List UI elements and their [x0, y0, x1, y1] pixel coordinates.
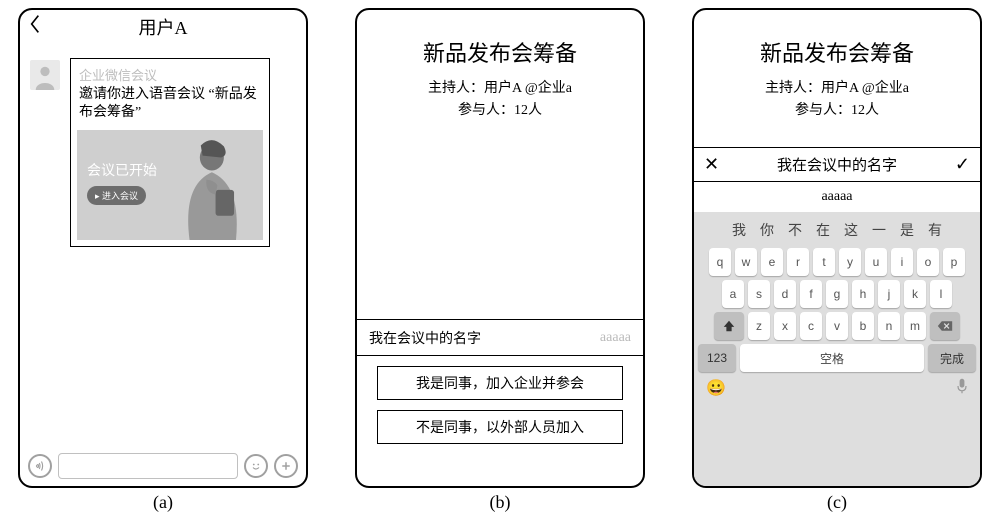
panel-b-label: (b) — [490, 492, 511, 513]
keyboard-footer: 😀 — [698, 376, 976, 400]
name-input-row[interactable]: 我在会议中的名字 aaaaa — [357, 320, 643, 356]
key-p[interactable]: p — [943, 248, 965, 276]
chat-title: 用户A — [139, 14, 188, 40]
emoji-icon[interactable]: 😀 — [706, 378, 726, 398]
candidate[interactable]: 有 — [928, 220, 942, 240]
meeting-title: 新品发布会筹备 — [702, 36, 972, 68]
candidate[interactable]: 你 — [760, 220, 774, 240]
keyboard-row-2: a s d f g h j k l — [698, 280, 976, 308]
chat-body: 企业微信会议 邀请你进入语音会议 “新品发布会筹备” 会议已开始 ▸ 进入会议 — [20, 44, 306, 446]
key-d[interactable]: d — [774, 280, 796, 308]
backspace-key[interactable] — [930, 312, 960, 340]
illustration-person-icon — [173, 139, 247, 241]
message-card[interactable]: 企业微信会议 邀请你进入语音会议 “新品发布会筹备” 会议已开始 ▸ 进入会议 — [70, 58, 270, 247]
meeting-info: 新品发布会筹备 主持人：用户A @企业a 参与人：12人 — [357, 10, 643, 320]
key-123[interactable]: 123 — [698, 344, 736, 372]
option-external-button[interactable]: 不是同事，以外部人员加入 — [377, 410, 623, 444]
meeting-title: 新品发布会筹备 — [365, 36, 635, 68]
space-key[interactable]: 空格 — [740, 344, 924, 372]
name-input-value[interactable]: aaaaa — [694, 182, 980, 212]
candidate[interactable]: 是 — [900, 220, 914, 240]
panel-a-phone: 用户A 企业微信会议 邀请你进入语音会议 “新品发布会筹备” 会议已开始 ▸ 进… — [18, 8, 308, 488]
panel-b-phone: 新品发布会筹备 主持人：用户A @企业a 参与人：12人 我在会议中的名字 aa… — [355, 8, 645, 488]
key-n[interactable]: n — [878, 312, 900, 340]
key-f[interactable]: f — [800, 280, 822, 308]
meeting-host: 主持人：用户A @企业a — [365, 78, 635, 100]
key-k[interactable]: k — [904, 280, 926, 308]
name-edit-title: 我在会议中的名字 — [777, 154, 897, 175]
check-icon[interactable]: ✓ — [955, 154, 970, 175]
name-field-value: aaaaa — [600, 330, 631, 346]
name-field-label: 我在会议中的名字 — [369, 328, 481, 348]
candidate-row: 我 你 不 在 这 一 是 有 — [698, 218, 976, 244]
meeting-preview-image: 会议已开始 ▸ 进入会议 — [77, 130, 263, 240]
key-q[interactable]: q — [709, 248, 731, 276]
close-icon[interactable]: ✕ — [704, 154, 719, 175]
meeting-status: 会议已开始 — [87, 160, 157, 180]
candidate[interactable]: 不 — [788, 220, 802, 240]
option-colleague-button[interactable]: 我是同事，加入企业并参会 — [377, 366, 623, 400]
key-z[interactable]: z — [748, 312, 770, 340]
keyboard-row-4: 123 空格 完成 — [698, 344, 976, 372]
name-edit-bar: ✕ 我在会议中的名字 ✓ — [694, 148, 980, 182]
shift-key[interactable] — [714, 312, 744, 340]
key-u[interactable]: u — [865, 248, 887, 276]
candidate[interactable]: 一 — [872, 220, 886, 240]
chat-input[interactable] — [58, 453, 238, 479]
key-o[interactable]: o — [917, 248, 939, 276]
key-a[interactable]: a — [722, 280, 744, 308]
msg-text: 邀请你进入语音会议 “新品发布会筹备” — [79, 86, 261, 122]
plus-icon[interactable] — [274, 454, 298, 478]
key-v[interactable]: v — [826, 312, 848, 340]
keyboard-row-1: q w e r t y u i o p — [698, 248, 976, 276]
key-s[interactable]: s — [748, 280, 770, 308]
candidate[interactable]: 这 — [844, 220, 858, 240]
person-icon — [33, 64, 57, 90]
key-w[interactable]: w — [735, 248, 757, 276]
smile-icon[interactable] — [244, 454, 268, 478]
candidate[interactable]: 我 — [732, 220, 746, 240]
panel-c-phone: 新品发布会筹备 主持人：用户A @企业a 参与人：12人 ✕ 我在会议中的名字 … — [692, 8, 982, 488]
meeting-participants: 参与人：12人 — [365, 100, 635, 122]
key-r[interactable]: r — [787, 248, 809, 276]
voice-icon[interactable] — [28, 454, 52, 478]
key-y[interactable]: y — [839, 248, 861, 276]
join-meeting-button[interactable]: ▸ 进入会议 — [87, 186, 146, 205]
panel-c-label: (c) — [827, 492, 847, 513]
keyboard-row-3: z x c v b n m — [698, 312, 976, 340]
candidate[interactable]: 在 — [816, 220, 830, 240]
chat-header: 用户A — [20, 10, 306, 44]
keyboard: 我 你 不 在 这 一 是 有 q w e r t y u i — [694, 212, 980, 486]
done-key[interactable]: 完成 — [928, 344, 976, 372]
key-j[interactable]: j — [878, 280, 900, 308]
avatar[interactable] — [30, 60, 60, 90]
key-e[interactable]: e — [761, 248, 783, 276]
msg-source: 企业微信会议 — [79, 65, 261, 84]
key-t[interactable]: t — [813, 248, 835, 276]
panel-a-label: (a) — [153, 492, 173, 513]
key-b[interactable]: b — [852, 312, 874, 340]
key-g[interactable]: g — [826, 280, 848, 308]
key-h[interactable]: h — [852, 280, 874, 308]
chat-footer — [20, 446, 306, 486]
back-icon[interactable] — [28, 14, 42, 40]
meeting-host: 主持人：用户A @企业a — [702, 78, 972, 100]
key-m[interactable]: m — [904, 312, 926, 340]
mic-icon[interactable] — [956, 378, 968, 399]
key-i[interactable]: i — [891, 248, 913, 276]
meeting-participants: 参与人：12人 — [702, 100, 972, 122]
key-c[interactable]: c — [800, 312, 822, 340]
key-l[interactable]: l — [930, 280, 952, 308]
meeting-info: 新品发布会筹备 主持人：用户A @企业a 参与人：12人 — [694, 10, 980, 148]
key-x[interactable]: x — [774, 312, 796, 340]
